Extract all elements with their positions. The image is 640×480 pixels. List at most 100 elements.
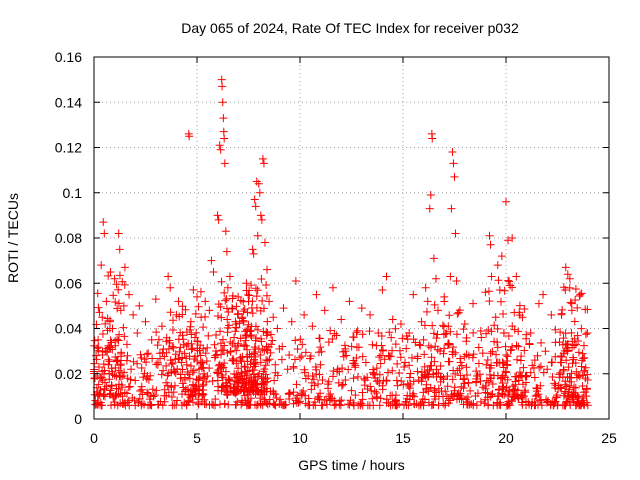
- data-point: [559, 365, 568, 374]
- data-point: [460, 319, 469, 328]
- data-point: [234, 292, 243, 301]
- data-point: [243, 308, 252, 317]
- data-point: [528, 398, 537, 407]
- data-point: [296, 353, 304, 362]
- data-point: [212, 330, 221, 339]
- data-point: [380, 355, 389, 364]
- data-point: [181, 387, 190, 396]
- data-point: [583, 329, 592, 338]
- data-point: [218, 335, 227, 344]
- data-point: [251, 400, 260, 409]
- data-point: [263, 265, 272, 274]
- data-point: [473, 372, 482, 381]
- data-point: [100, 378, 109, 387]
- data-point: [162, 361, 171, 370]
- data-point: [170, 401, 179, 410]
- data-point: [225, 272, 234, 281]
- data-point: [338, 380, 347, 389]
- data-point: [242, 279, 251, 288]
- data-point: [433, 330, 442, 339]
- data-point: [166, 308, 175, 317]
- data-point: [360, 374, 369, 383]
- data-point: [376, 359, 385, 368]
- data-point: [205, 306, 214, 315]
- data-point: [217, 371, 226, 380]
- data-point: [119, 323, 128, 332]
- x-tick-label: 25: [601, 430, 617, 446]
- data-point: [363, 385, 372, 394]
- data-point: [406, 369, 415, 378]
- data-point: [440, 292, 449, 301]
- data-point: [289, 388, 298, 397]
- data-point: [427, 353, 436, 362]
- data-point: [370, 387, 379, 396]
- data-point: [248, 309, 257, 318]
- data-point: [169, 343, 178, 352]
- data-point: [270, 400, 279, 409]
- data-point: [207, 256, 216, 265]
- data-point: [198, 381, 207, 390]
- data-point: [257, 372, 266, 381]
- data-point: [487, 361, 496, 370]
- data-point: [420, 321, 429, 330]
- data-point: [117, 349, 126, 358]
- data-point: [247, 332, 256, 341]
- data-point: [263, 356, 272, 365]
- data-point: [266, 348, 275, 357]
- data-point: [275, 344, 284, 353]
- data-point: [441, 329, 450, 338]
- data-point: [257, 274, 266, 283]
- data-point: [388, 315, 397, 324]
- x-tick-label: 10: [292, 430, 308, 446]
- data-point: [220, 159, 229, 168]
- data-point: [197, 313, 206, 322]
- data-point: [357, 304, 366, 313]
- data-point: [563, 340, 572, 349]
- data-point: [171, 350, 180, 359]
- data-point: [228, 294, 237, 303]
- data-point: [320, 306, 329, 315]
- data-point: [500, 390, 509, 399]
- data-point: [460, 352, 469, 361]
- data-point: [456, 358, 465, 367]
- data-point: [201, 349, 210, 358]
- data-point: [556, 383, 565, 392]
- data-point: [253, 372, 262, 381]
- data-point: [581, 387, 590, 396]
- data-point: [358, 330, 367, 339]
- data-point: [168, 325, 177, 334]
- data-point: [566, 298, 575, 307]
- data-point: [525, 339, 534, 348]
- data-point: [137, 353, 146, 362]
- data-point: [382, 272, 391, 281]
- data-point: [113, 401, 122, 410]
- data-point: [176, 374, 185, 383]
- data-point: [558, 305, 567, 314]
- data-point: [221, 387, 230, 396]
- data-point: [409, 335, 418, 344]
- data-point: [169, 388, 178, 397]
- data-point: [405, 395, 414, 404]
- data-point: [532, 384, 541, 393]
- data-point: [251, 284, 260, 293]
- data-point: [567, 299, 576, 308]
- data-point: [203, 343, 212, 352]
- data-point: [448, 350, 457, 359]
- data-point: [466, 386, 475, 395]
- data-point: [248, 366, 257, 375]
- data-point: [263, 374, 272, 383]
- data-point: [209, 267, 218, 276]
- data-point: [405, 361, 414, 370]
- data-point: [375, 378, 384, 387]
- data-point: [464, 379, 473, 388]
- data-point: [513, 355, 522, 364]
- chart-title: Day 065 of 2024, Rate Of TEC Index for r…: [181, 20, 519, 36]
- x-tick-label: 15: [395, 430, 411, 446]
- data-point: [114, 229, 123, 238]
- data-point: [202, 357, 211, 366]
- data-point: [238, 313, 247, 322]
- data-point: [428, 321, 437, 330]
- data-point: [396, 319, 405, 328]
- data-point: [430, 357, 439, 366]
